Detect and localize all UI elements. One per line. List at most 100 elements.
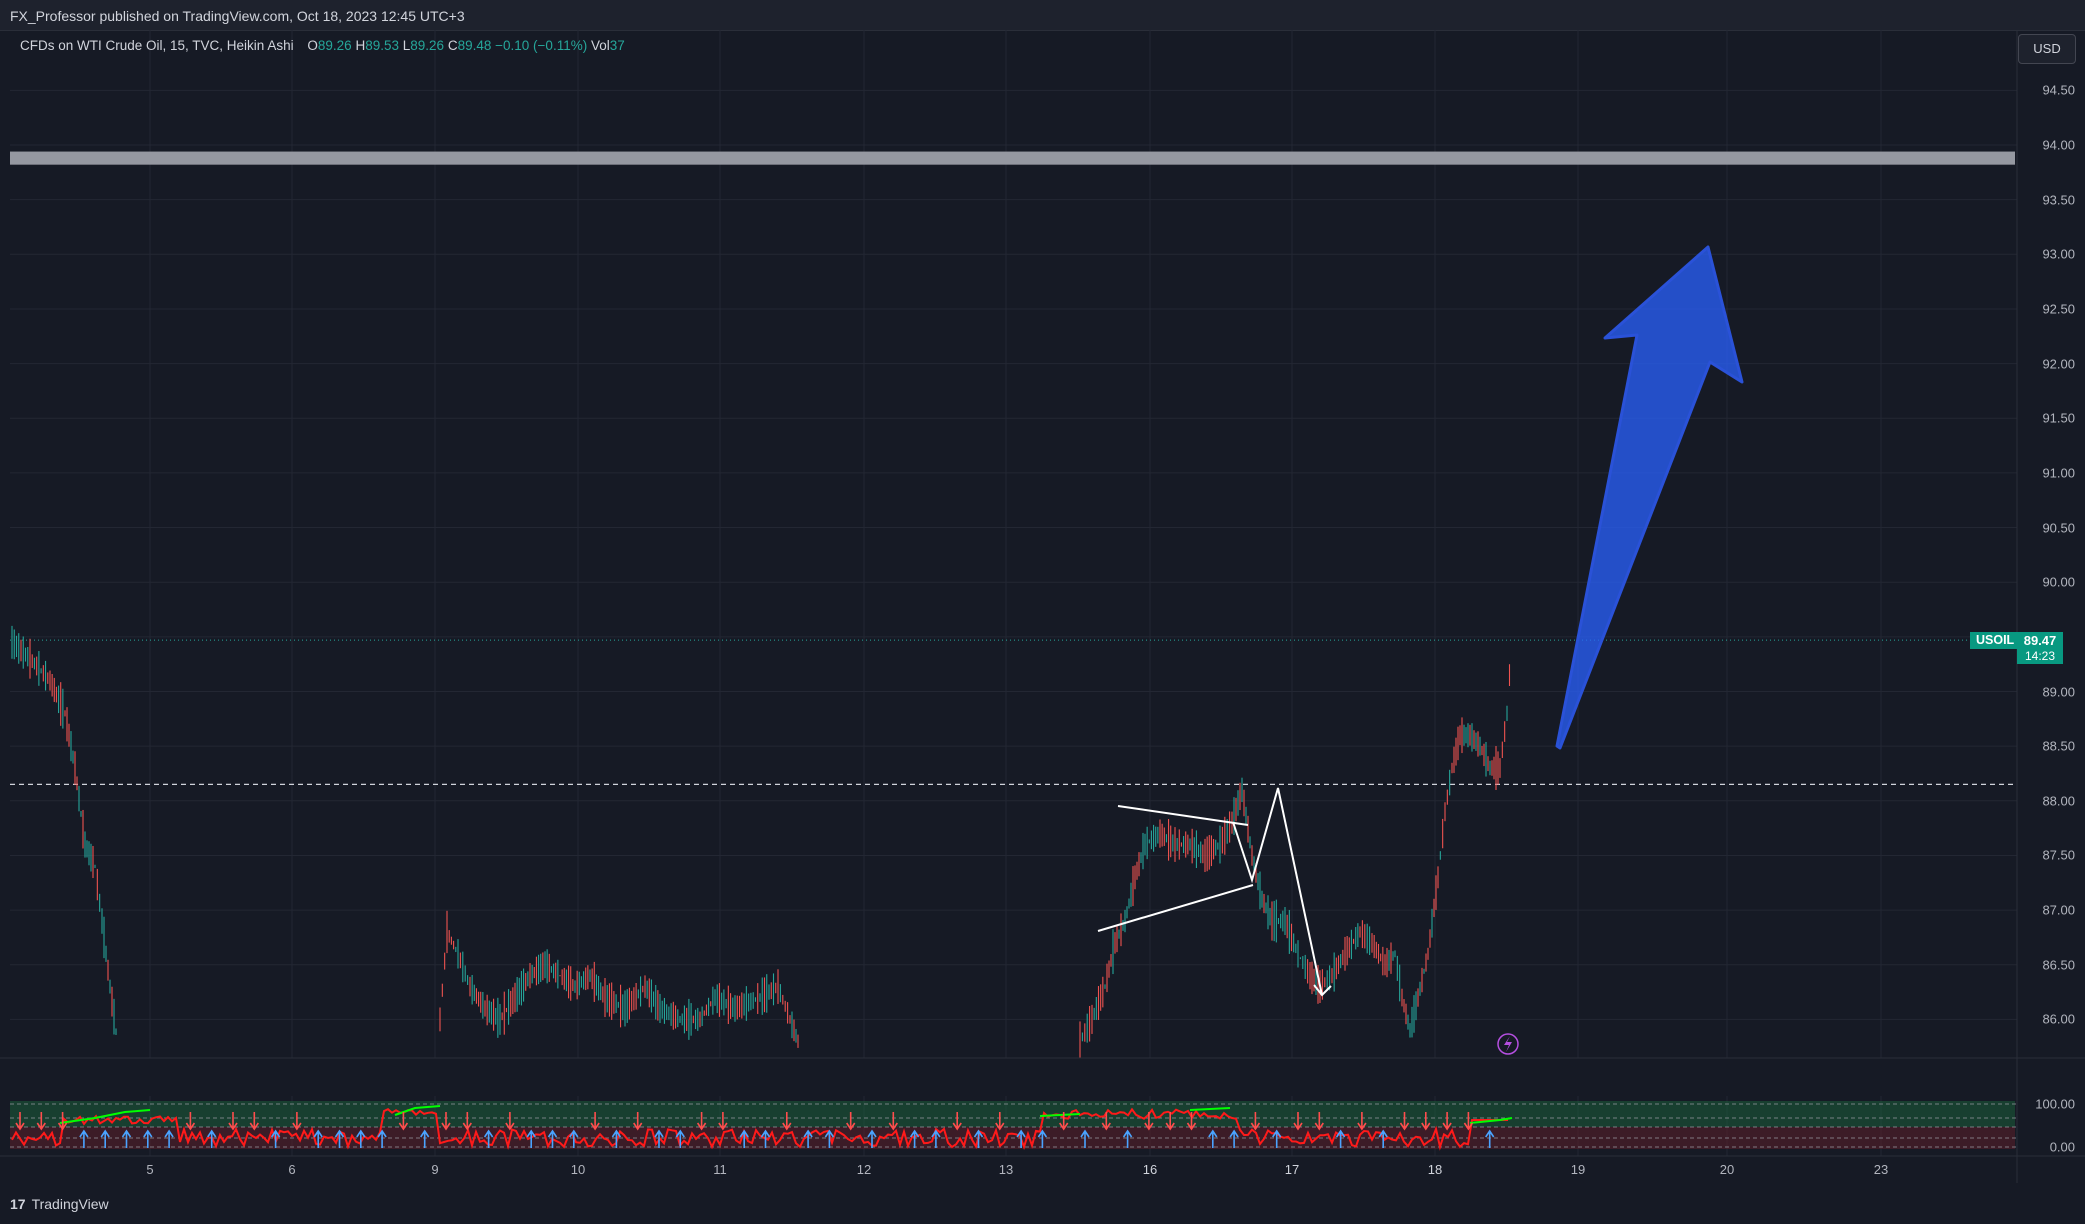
price-tick: 92.00 bbox=[2042, 356, 2075, 372]
buy-signal-icon bbox=[760, 1129, 771, 1148]
change-value: −0.10 (−0.11%) bbox=[495, 38, 588, 53]
arrowhead-icon bbox=[1313, 984, 1332, 997]
sell-signal-icon bbox=[888, 1112, 898, 1131]
sell-signal-icon bbox=[36, 1112, 46, 1131]
price-tick: 90.00 bbox=[2042, 574, 2075, 590]
indicator-trend-line bbox=[59, 1105, 1513, 1124]
sell-signal-icon bbox=[1399, 1112, 1410, 1131]
sell-signal-icon bbox=[846, 1112, 856, 1131]
sell-signal-icon bbox=[782, 1112, 792, 1131]
price-tick: 87.00 bbox=[2042, 902, 2075, 918]
time-tick: 11 bbox=[713, 1162, 727, 1177]
currency-button[interactable]: USD bbox=[2018, 34, 2076, 64]
sell-signal-icon bbox=[952, 1112, 962, 1131]
buy-signal-icon bbox=[79, 1129, 89, 1148]
buy-signal-icon bbox=[654, 1129, 664, 1148]
time-tick: 17 bbox=[1284, 1162, 1300, 1177]
buy-signal-icon bbox=[1272, 1129, 1282, 1148]
time-tick: 16 bbox=[1142, 1162, 1158, 1177]
sell-signal-icon bbox=[718, 1112, 728, 1131]
buy-signal-icon bbox=[824, 1129, 835, 1148]
indicator-overbought-zone bbox=[10, 1101, 2015, 1127]
time-tick: 10 bbox=[570, 1162, 586, 1177]
bullish-arrow bbox=[1555, 245, 1744, 750]
sell-signal-icon bbox=[696, 1112, 707, 1131]
buy-signal-icon bbox=[313, 1129, 323, 1148]
buy-signal-icon bbox=[1335, 1129, 1346, 1148]
resistance-zone bbox=[10, 151, 2015, 165]
price-tick: 91.00 bbox=[2042, 465, 2075, 481]
buy-signal-icon bbox=[909, 1129, 920, 1148]
buy-signal-icon bbox=[973, 1129, 984, 1148]
price-tick: 89.00 bbox=[2042, 684, 2075, 699]
sell-signal-icon bbox=[57, 1112, 68, 1131]
price-tick: 93.00 bbox=[2042, 246, 2075, 262]
lightning-icon bbox=[1497, 1033, 1519, 1055]
symbol-name[interactable]: CFDs on WTI Crude Oil, 15, TVC, Heikin A… bbox=[20, 38, 294, 53]
sell-signal-icon bbox=[292, 1112, 302, 1131]
buy-signal-icon bbox=[569, 1129, 579, 1148]
open-value: 89.26 bbox=[317, 38, 352, 53]
time-tick: 13 bbox=[998, 1162, 1014, 1177]
sell-signal-icon bbox=[1442, 1112, 1452, 1131]
published-text: FX_Professor published on TradingView.co… bbox=[10, 8, 465, 24]
wedge-upper-line bbox=[1117, 805, 1249, 826]
sell-signal-icon bbox=[1186, 1112, 1197, 1131]
price-tick: 86.50 bbox=[2042, 957, 2075, 973]
sell-signal-icon bbox=[1293, 1112, 1303, 1131]
buy-signal-icon bbox=[547, 1129, 558, 1148]
price-tick: 86.00 bbox=[2042, 1011, 2075, 1027]
price-tick: 87.50 bbox=[2042, 847, 2075, 863]
sell-signal-icon bbox=[1101, 1112, 1111, 1131]
sell-signal-icon bbox=[1059, 1112, 1069, 1131]
time-axis[interactable]: 5 6 9 10 11 12 13 16 17 18 19 20 23 bbox=[10, 1156, 2017, 1182]
buy-signal-icon bbox=[143, 1129, 153, 1148]
buy-signal-icon bbox=[100, 1129, 110, 1148]
price-axis[interactable]: 94.50 94.00 93.50 93.00 92.50 92.00 91.50 91.00… bbox=[2017, 60, 2085, 1190]
price-tick: 94.50 bbox=[2042, 82, 2075, 98]
low-label: L bbox=[402, 38, 411, 53]
sell-signal-icon bbox=[995, 1112, 1005, 1131]
sell-signal-icon bbox=[462, 1112, 472, 1131]
sell-signal-icon bbox=[228, 1112, 238, 1131]
buy-signal-icon bbox=[1378, 1129, 1388, 1148]
publisher-bar: FX_Professor published on TradingView.co… bbox=[0, 0, 2085, 31]
price-tick: 88.50 bbox=[2042, 738, 2075, 754]
last-price-label: 89.47 bbox=[2017, 632, 2063, 649]
close-value: 89.48 bbox=[457, 38, 492, 53]
buy-signal-icon bbox=[121, 1129, 132, 1148]
buy-signal-icon bbox=[1016, 1129, 1026, 1148]
tradingview-logo-icon: 17 bbox=[10, 1196, 26, 1212]
wedge-lower-line bbox=[1097, 884, 1254, 932]
sell-signal-icon bbox=[1250, 1112, 1261, 1131]
buy-signal-icon bbox=[1037, 1129, 1048, 1148]
symbol-legend: CFDs on WTI Crude Oil, 15, TVC, Heikin A… bbox=[20, 38, 625, 53]
indicator-axis: 100.00 0.00 bbox=[2017, 1095, 2085, 1155]
time-tick: 5 bbox=[146, 1162, 154, 1177]
low-value: 89.26 bbox=[410, 38, 445, 53]
buy-signal-icon bbox=[420, 1129, 430, 1148]
sell-signal-icon bbox=[1314, 1112, 1324, 1131]
price-tick: 92.50 bbox=[2042, 301, 2075, 317]
sell-signal-icon bbox=[1357, 1112, 1367, 1131]
buy-signal-icon bbox=[356, 1129, 366, 1148]
high-label: H bbox=[355, 38, 366, 53]
sell-signal-icon bbox=[1421, 1112, 1431, 1131]
symbol-price-badge: USOIL bbox=[1970, 632, 2021, 649]
buy-signal-icon bbox=[334, 1129, 345, 1148]
price-tick: 93.50 bbox=[2042, 192, 2075, 208]
buy-signal-icon bbox=[867, 1129, 877, 1148]
buy-signal-icon bbox=[931, 1129, 941, 1148]
close-label: C bbox=[447, 38, 458, 53]
buy-signal-icon bbox=[675, 1129, 685, 1148]
volume-value: 37 bbox=[609, 38, 625, 53]
buy-signal-icon bbox=[526, 1129, 536, 1148]
sell-signal-icon bbox=[249, 1112, 259, 1131]
buy-signal-icon bbox=[739, 1129, 749, 1148]
tradingview-footer: 17 TradingView bbox=[10, 1196, 109, 1212]
buy-signal-icon bbox=[1229, 1129, 1239, 1148]
lightning-bolt-icon bbox=[1504, 1036, 1512, 1052]
buy-signal-icon bbox=[377, 1129, 387, 1148]
sell-signal-icon bbox=[185, 1112, 196, 1131]
